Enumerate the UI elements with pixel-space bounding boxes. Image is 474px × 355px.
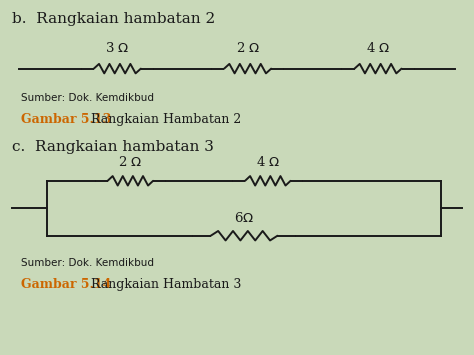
Text: Gambar 5.13: Gambar 5.13: [21, 113, 111, 126]
Text: 4 $\Omega$: 4 $\Omega$: [366, 42, 390, 55]
Text: Gambar 5.14: Gambar 5.14: [21, 278, 112, 291]
Text: b.  Rangkaian hambatan 2: b. Rangkaian hambatan 2: [12, 12, 215, 26]
Text: 2 $\Omega$: 2 $\Omega$: [118, 155, 143, 169]
Text: Rangkaian Hambatan 3: Rangkaian Hambatan 3: [87, 278, 241, 291]
Text: 4 $\Omega$: 4 $\Omega$: [255, 155, 280, 169]
Text: c.  Rangkaian hambatan 3: c. Rangkaian hambatan 3: [12, 140, 214, 154]
Text: 3 $\Omega$: 3 $\Omega$: [105, 42, 129, 55]
Text: Rangkaian Hambatan 2: Rangkaian Hambatan 2: [87, 113, 241, 126]
Text: Sumber: Dok. Kemdikbud: Sumber: Dok. Kemdikbud: [21, 258, 155, 268]
Text: 2 $\Omega$: 2 $\Omega$: [236, 42, 260, 55]
Text: Sumber: Dok. Kemdikbud: Sumber: Dok. Kemdikbud: [21, 93, 155, 103]
Text: 6$\Omega$: 6$\Omega$: [234, 211, 254, 225]
